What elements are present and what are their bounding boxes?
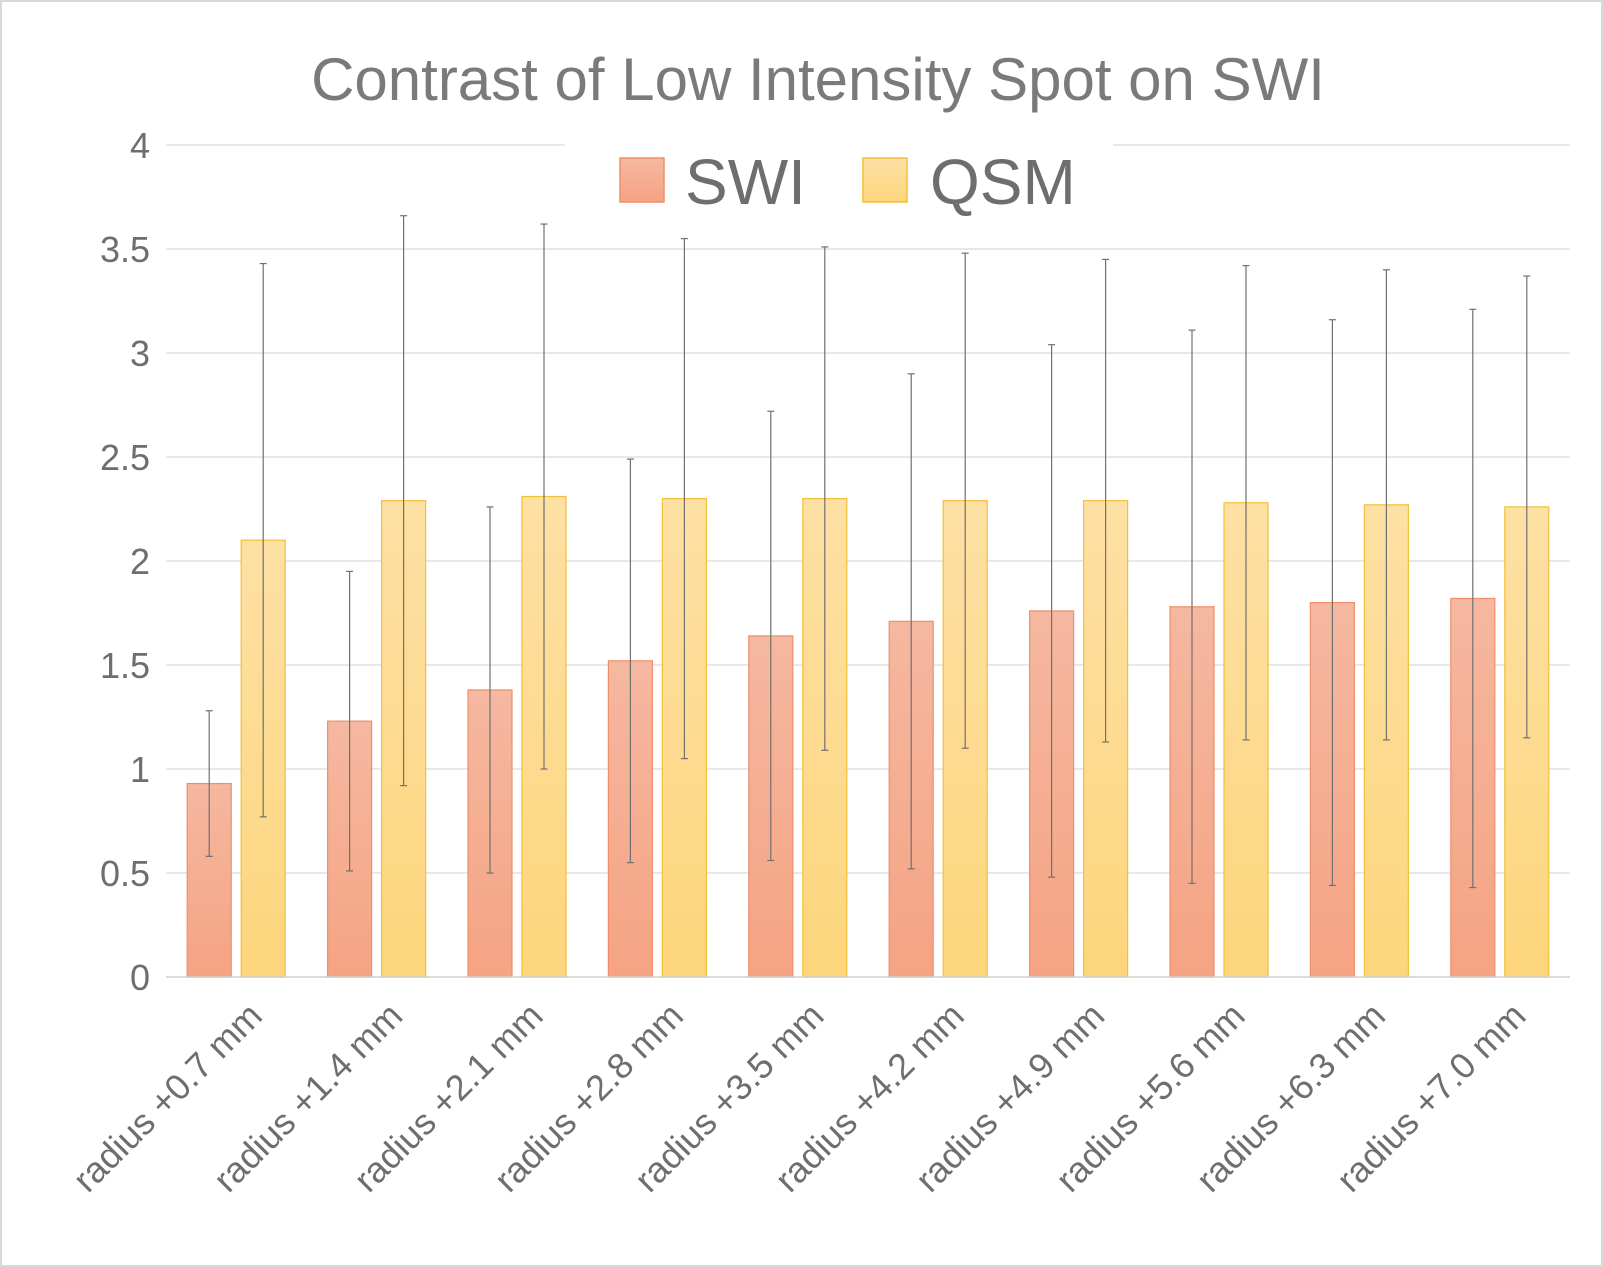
- legend-swatch-swi: [619, 157, 665, 203]
- chart-title: Contrast of Low Intensity Spot on SWI: [311, 46, 1325, 113]
- legend: SWI QSM: [619, 146, 1076, 218]
- y-tick-label-4: 2: [130, 541, 150, 582]
- y-tick-label-3: 1.5: [100, 645, 150, 686]
- error-bars-layer: [205, 215, 1531, 889]
- y-tick-label-1: 0.5: [100, 853, 150, 894]
- legend-label-swi: SWI: [685, 146, 806, 218]
- y-tick-label-5: 2.5: [100, 437, 150, 478]
- legend-swatch-qsm: [862, 157, 908, 203]
- y-tick-label-6: 3: [130, 333, 150, 374]
- y-tick-label-2: 1: [130, 749, 150, 790]
- y-tick-label-8: 4: [130, 125, 150, 166]
- legend-label-qsm: QSM: [930, 146, 1076, 218]
- y-tick-label-7: 3.5: [100, 229, 150, 270]
- y-tick-label-0: 0: [130, 957, 150, 998]
